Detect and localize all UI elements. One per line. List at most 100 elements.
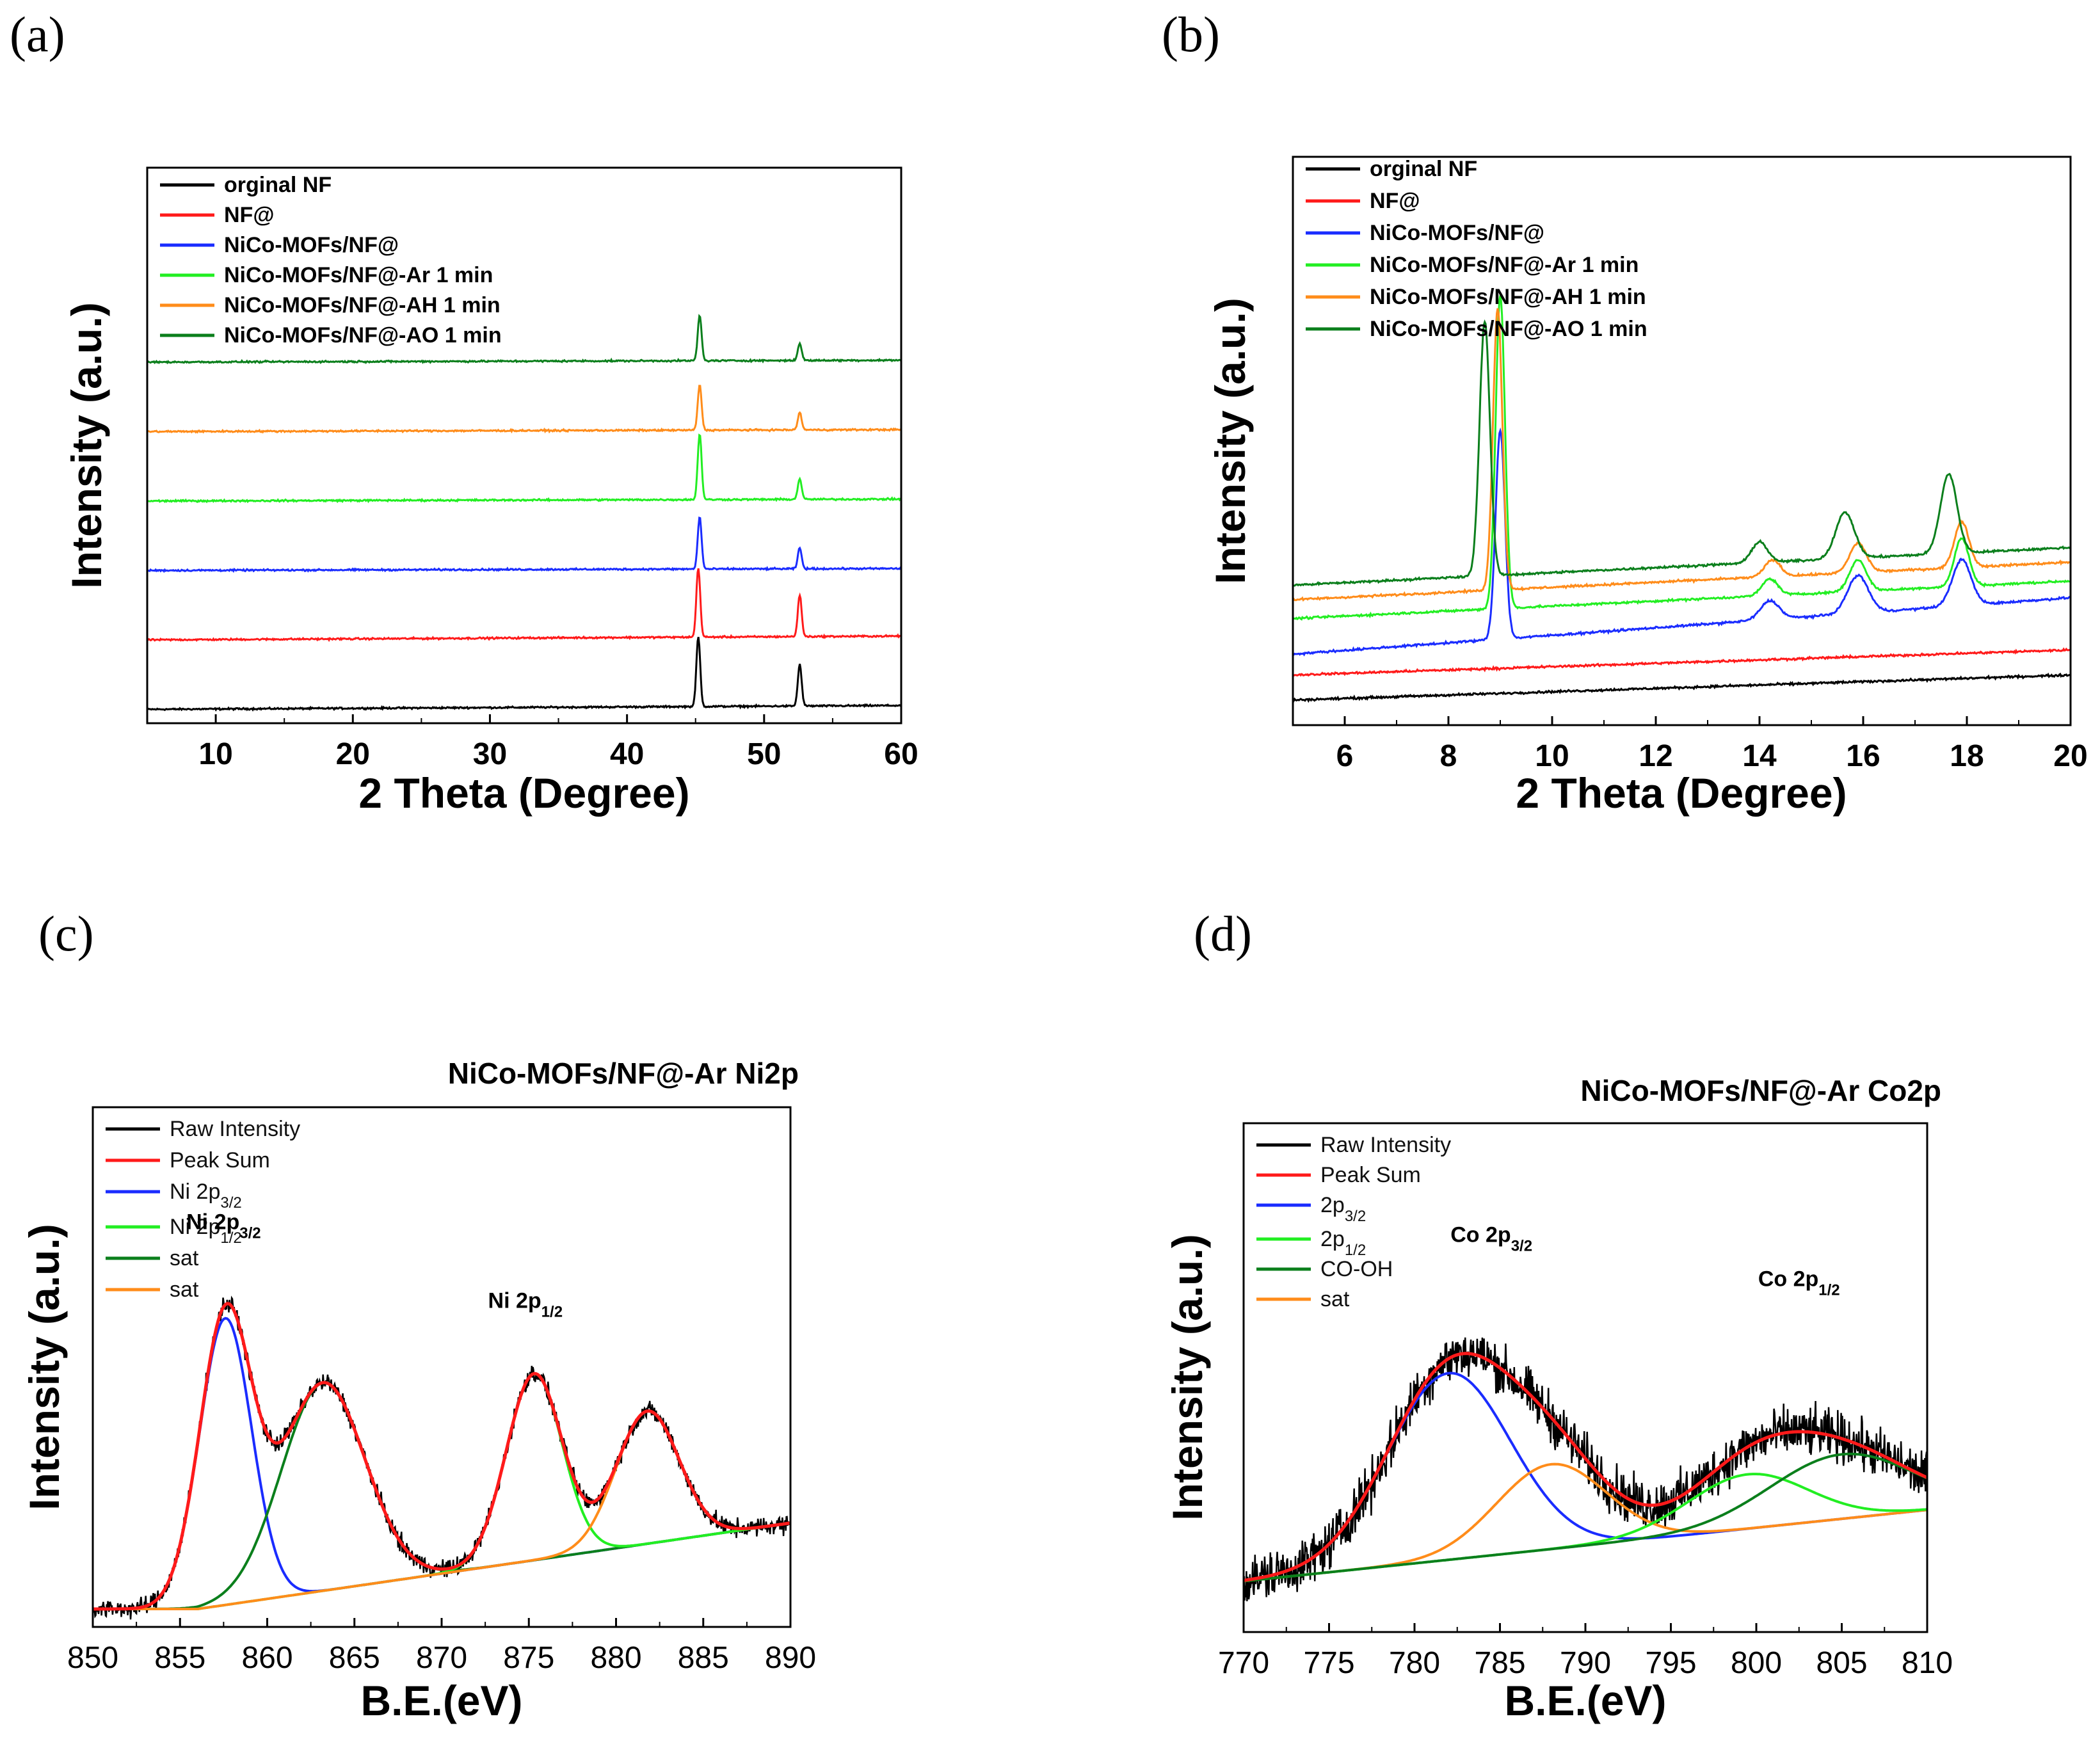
chart-b-x-axis-title: 2 Theta (Degree) — [1516, 769, 1847, 817]
chart-a-frame — [146, 166, 902, 724]
chart-d-title: NiCo-MOFs/NF@-Ar Co2p — [1580, 1074, 1941, 1107]
x-tick-label: 6 — [1336, 739, 1354, 773]
x-tick-label: 870 — [416, 1641, 467, 1675]
chart-b-curves — [1292, 295, 2072, 703]
peak-sum-line — [93, 1302, 791, 1611]
x-tick-label: 14 — [1742, 739, 1777, 773]
x-tick-label: 12 — [1639, 739, 1672, 773]
component-line — [93, 1381, 791, 1610]
x-tick-label: 850 — [67, 1641, 118, 1675]
legend-entry: 2p3/2 — [1320, 1193, 1366, 1225]
chart-c-x-axis: 850 855 860 865 870 875 880 885 890 — [67, 1618, 816, 1675]
chart-a-y-axis-title: Intensity (a.u.) — [63, 302, 110, 588]
chart-b-frame — [1292, 156, 2072, 726]
series-line — [1292, 295, 2071, 621]
x-tick-label: 60 — [884, 737, 918, 771]
x-tick-label: 885 — [678, 1641, 729, 1675]
legend-entry: orginal NF — [1370, 157, 1477, 181]
raw-intensity-line — [1242, 1337, 1928, 1601]
chart-c-x-axis-title: B.E.(eV) — [360, 1677, 522, 1724]
x-tick-label: 860 — [241, 1641, 293, 1675]
x-tick-label: 785 — [1474, 1646, 1525, 1680]
legend-entry: NF@ — [224, 203, 274, 227]
x-tick-label: 770 — [1218, 1646, 1269, 1680]
x-tick-label: 800 — [1731, 1646, 1782, 1680]
component-line — [1243, 1452, 1928, 1583]
chart-c-annotations: Ni 2p3/2 Ni 2p1/2 — [186, 1210, 563, 1320]
x-tick-label: 790 — [1560, 1646, 1611, 1680]
chart-b-y-axis-title: Intensity (a.u.) — [1206, 298, 1254, 584]
legend-entry: sat — [1320, 1287, 1350, 1311]
legend-entry: NiCo-MOFs/NF@-AO 1 min — [1370, 317, 1647, 341]
x-tick-label: 810 — [1902, 1646, 1953, 1680]
legend-entry: Ni 2p3/2 — [170, 1180, 242, 1212]
peak-annotation: Ni 2p1/2 — [488, 1289, 563, 1321]
x-tick-label: 805 — [1816, 1646, 1867, 1680]
chart-c-y-axis-title: Intensity (a.u.) — [20, 1224, 68, 1510]
legend-entry: NiCo-MOFs/NF@-Ar 1 min — [224, 263, 493, 287]
legend-entry: NiCo-MOFs/NF@-AH 1 min — [1370, 285, 1646, 309]
peak-sum-line — [1243, 1352, 1928, 1582]
x-tick-label: 50 — [747, 737, 781, 771]
x-tick-label: 20 — [2053, 739, 2087, 773]
chart-a: 10 20 30 40 50 60 orginal NF NF@ NiCo-MOFs/NF@ N… — [63, 166, 918, 817]
chart-c: NiCo-MOFs/NF@-Ar Ni2p 850 855 860 865 870 875… — [20, 1057, 816, 1724]
chart-c-curves — [92, 1295, 791, 1620]
series-line — [1292, 672, 2071, 703]
legend-entry: NF@ — [1370, 189, 1420, 213]
x-tick-label: 40 — [610, 737, 644, 771]
x-tick-label: 880 — [590, 1641, 641, 1675]
x-tick-label: 865 — [329, 1641, 380, 1675]
raw-intensity-line — [92, 1295, 791, 1620]
chart-a-x-axis: 10 20 30 40 50 60 — [147, 714, 918, 771]
chart-d-y-axis-title: Intensity (a.u.) — [1164, 1234, 1211, 1520]
legend-entry: Raw Intensity — [1320, 1133, 1451, 1157]
legend-entry: NiCo-MOFs/NF@ — [224, 233, 399, 257]
legend-entry: NiCo-MOFs/NF@ — [1370, 221, 1544, 245]
series-line — [1292, 647, 2072, 677]
series-line — [1292, 319, 2071, 587]
legend-entry: orginal NF — [224, 173, 332, 197]
panel-label-d: (d) — [1194, 906, 1252, 961]
chart-d-x-axis-title: B.E.(eV) — [1504, 1677, 1666, 1724]
chart-b: 6 8 10 12 14 16 18 20 orginal NF NF@ NiCo-MOFs/NF… — [1206, 156, 2088, 817]
chart-d-frame — [1242, 1122, 1928, 1633]
peak-annotation: Co 2p3/2 — [1450, 1223, 1532, 1255]
chart-b-legend: orginal NF NF@ NiCo-MOFs/NF@ NiCo-MOFs/NF@-… — [1306, 157, 1647, 341]
x-tick-label: 8 — [1440, 739, 1457, 773]
legend-entry: Ni 2p1/2 — [170, 1215, 242, 1247]
x-tick-label: 775 — [1303, 1646, 1354, 1680]
chart-b-x-axis: 6 8 10 12 14 16 18 20 — [1292, 716, 2088, 773]
series-line — [147, 516, 902, 573]
series-line — [147, 568, 902, 643]
x-tick-label: 10 — [1535, 739, 1569, 773]
legend-entry: Peak Sum — [170, 1148, 270, 1173]
series-line — [1292, 427, 2072, 657]
legend-entry: sat — [170, 1246, 199, 1270]
peak-annotation: Ni 2p3/2 — [186, 1210, 261, 1242]
chart-a-curves — [146, 314, 902, 712]
x-tick-label: 855 — [154, 1641, 205, 1675]
x-tick-label: 890 — [765, 1641, 816, 1675]
legend-entry: NiCo-MOFs/NF@-AH 1 min — [224, 293, 501, 317]
x-tick-label: 10 — [198, 737, 232, 771]
x-tick-label: 795 — [1645, 1646, 1696, 1680]
x-tick-label: 18 — [1950, 739, 1984, 773]
series-line — [147, 637, 902, 712]
chart-a-x-axis-title: 2 Theta (Degree) — [358, 769, 689, 817]
legend-entry: NiCo-MOFs/NF@-Ar 1 min — [1370, 253, 1639, 277]
chart-a-legend: orginal NF NF@ NiCo-MOFs/NF@ NiCo-MOFs/NF@-… — [160, 173, 502, 348]
chart-d-curves — [1242, 1337, 1928, 1601]
x-tick-label: 20 — [336, 737, 370, 771]
x-tick-label: 30 — [473, 737, 507, 771]
series-line — [1292, 308, 2071, 602]
chart-d-annotations: Co 2p3/2 Co 2p1/2 — [1450, 1223, 1840, 1299]
panel-label-a: (a) — [10, 6, 65, 62]
legend-entry: Peak Sum — [1320, 1163, 1421, 1187]
chart-d: NiCo-MOFs/NF@-Ar Co2p 770 775 780 785 790 795… — [1164, 1074, 1953, 1724]
legend-entry: NiCo-MOFs/NF@-AO 1 min — [224, 323, 502, 348]
legend-entry: CO-OH — [1320, 1257, 1393, 1281]
